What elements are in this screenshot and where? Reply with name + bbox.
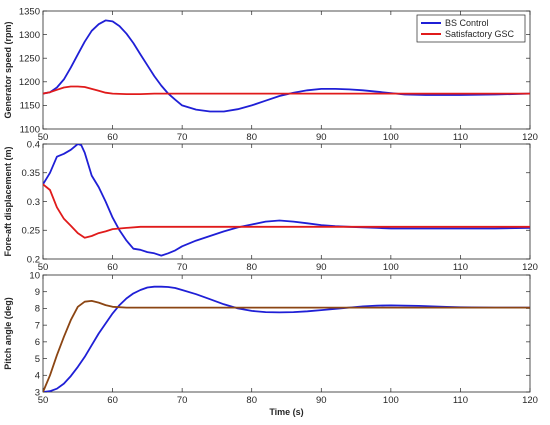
series-line-bs-control [43, 19, 530, 113]
x-tick-label: 70 [177, 132, 188, 143]
y-tick-label: 4 [35, 371, 40, 382]
x-tick-label: 80 [246, 395, 257, 406]
x-tick-label: 100 [383, 395, 399, 406]
x-tick-label: 100 [383, 132, 399, 143]
y-tick-label: 0.4 [27, 139, 40, 150]
y-axis-label: Fore-aft displacement (m) [3, 146, 13, 256]
x-tick-label: 110 [453, 395, 468, 406]
series-line-satisfactory-gsc [43, 299, 530, 392]
y-axis-label: Generator speed (rpm) [3, 21, 13, 118]
y-tick-label: 7 [35, 320, 40, 331]
y-tick-label: 1100 [20, 124, 40, 135]
y-tick-label: 5 [35, 354, 40, 365]
y-tick-label: 8 [35, 304, 40, 315]
y-tick-label: 10 [29, 270, 40, 281]
x-tick-label: 120 [522, 395, 538, 406]
series-line-satisfactory-gsc [43, 183, 530, 239]
x-tick-label: 90 [316, 262, 327, 273]
x-tick-label: 60 [107, 132, 118, 143]
legend-entry: Satisfactory GSC [445, 29, 515, 39]
plot-area [42, 143, 531, 260]
legend-box [416, 14, 526, 43]
plot-area [42, 274, 531, 393]
x-tick-label: 80 [246, 262, 257, 273]
x-tick-label: 100 [383, 262, 399, 273]
x-tick-label: 110 [453, 132, 468, 143]
y-tick-label: 3 [35, 387, 40, 398]
panel-1: 50 60 70 80 90 100 110 120 1100 1150 1200 1250 1300 1… [3, 6, 538, 143]
x-tick-label: 110 [453, 262, 468, 273]
x-tick-label: 80 [246, 132, 257, 143]
y-tick-label: 0.3 [27, 197, 40, 208]
x-tick-label: 60 [107, 395, 118, 406]
y-tick-label: 1250 [19, 54, 40, 65]
y-tick-label: 1200 [19, 77, 40, 88]
y-axis-label: Pitch angle (deg) [3, 297, 13, 370]
y-tick-label: 1300 [19, 30, 40, 41]
x-tick-label: 60 [107, 262, 118, 273]
y-tick-label: 1350 [19, 6, 40, 17]
legend-entry: BS Control [445, 18, 489, 28]
y-tick-label: 0.35 [22, 168, 41, 179]
x-tick-label: 90 [316, 395, 327, 406]
x-tick-label: 50 [38, 262, 49, 273]
y-tick-label: 9 [35, 287, 40, 298]
x-tick-label: 70 [177, 395, 188, 406]
x-axis-label: Time (s) [269, 407, 303, 417]
y-tick-label: 1150 [20, 101, 40, 112]
y-tick-label: 6 [35, 337, 40, 348]
y-tick-label: 0.25 [22, 226, 41, 237]
series-line-bs-control [43, 285, 530, 392]
x-tick-label: 120 [522, 132, 538, 143]
panel-3: 50 60 70 80 90 100 110 120 3 4 5 6 7 8 9 10 Pitch angle … [3, 270, 538, 417]
panel-2: 50 60 70 80 90 100 110 120 0.2 0.25 0.3 0.35 0.4 Fore… [3, 139, 538, 273]
y-tick-label: 0.2 [27, 254, 40, 265]
x-tick-label: 70 [177, 262, 188, 273]
x-tick-label: 50 [38, 132, 49, 143]
x-tick-label: 120 [522, 262, 538, 273]
series-line-satisfactory-gsc [43, 85, 530, 95]
x-tick-label: 50 [38, 395, 49, 406]
x-tick-label: 90 [316, 132, 327, 143]
